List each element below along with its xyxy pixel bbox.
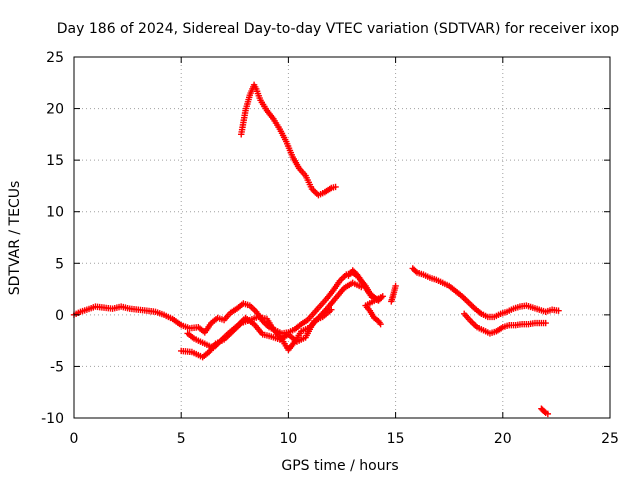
data-point	[555, 307, 562, 314]
series-evening-track	[409, 265, 562, 321]
y-tick-label: 20	[46, 102, 64, 118]
series-tail-13-14	[345, 267, 386, 328]
plot-frame	[73, 56, 611, 419]
y-axis-label: SDTVAR / TECUs	[7, 181, 23, 296]
series-isolated	[538, 405, 552, 418]
x-tick-label: 15	[387, 431, 405, 447]
y-tick-label: -5	[50, 359, 64, 375]
x-tick-label: 25	[601, 431, 619, 447]
data-point	[392, 282, 399, 290]
data-point	[332, 183, 339, 191]
data-points	[70, 81, 562, 418]
series-evening-lower	[461, 310, 549, 337]
data-point	[412, 267, 419, 275]
data-point	[541, 408, 548, 416]
x-tick-label: 0	[70, 431, 79, 447]
plot-area-border	[73, 56, 611, 419]
series-short-segment	[388, 282, 399, 305]
data-point	[328, 306, 335, 313]
y-tick-label: -10	[41, 411, 64, 427]
x-axis-label: GPS time / hours	[281, 458, 398, 474]
x-tick-label: 20	[494, 431, 512, 447]
data-point	[542, 319, 549, 327]
series-mid-scatter	[184, 306, 335, 352]
chart-title: Day 186 of 2024, Sidereal Day-to-day VTE…	[57, 21, 620, 37]
x-tick-label: 5	[177, 431, 186, 447]
grid	[74, 57, 610, 418]
y-tick-label: 5	[55, 256, 64, 272]
axis-ticks: 0 5 10 15 20 25 -10 -5 0 5 10 15 20 25	[41, 50, 619, 447]
series-upper-arc	[238, 81, 339, 199]
y-tick-label: 15	[46, 153, 64, 169]
y-tick-label: 25	[46, 50, 64, 66]
series-lower-track	[178, 279, 365, 361]
y-tick-label: 0	[55, 308, 64, 324]
data-point	[544, 410, 552, 418]
x-tick-label: 10	[279, 431, 297, 447]
series-main-track	[70, 269, 382, 337]
y-tick-label: 10	[46, 205, 64, 221]
data-point	[377, 320, 384, 328]
